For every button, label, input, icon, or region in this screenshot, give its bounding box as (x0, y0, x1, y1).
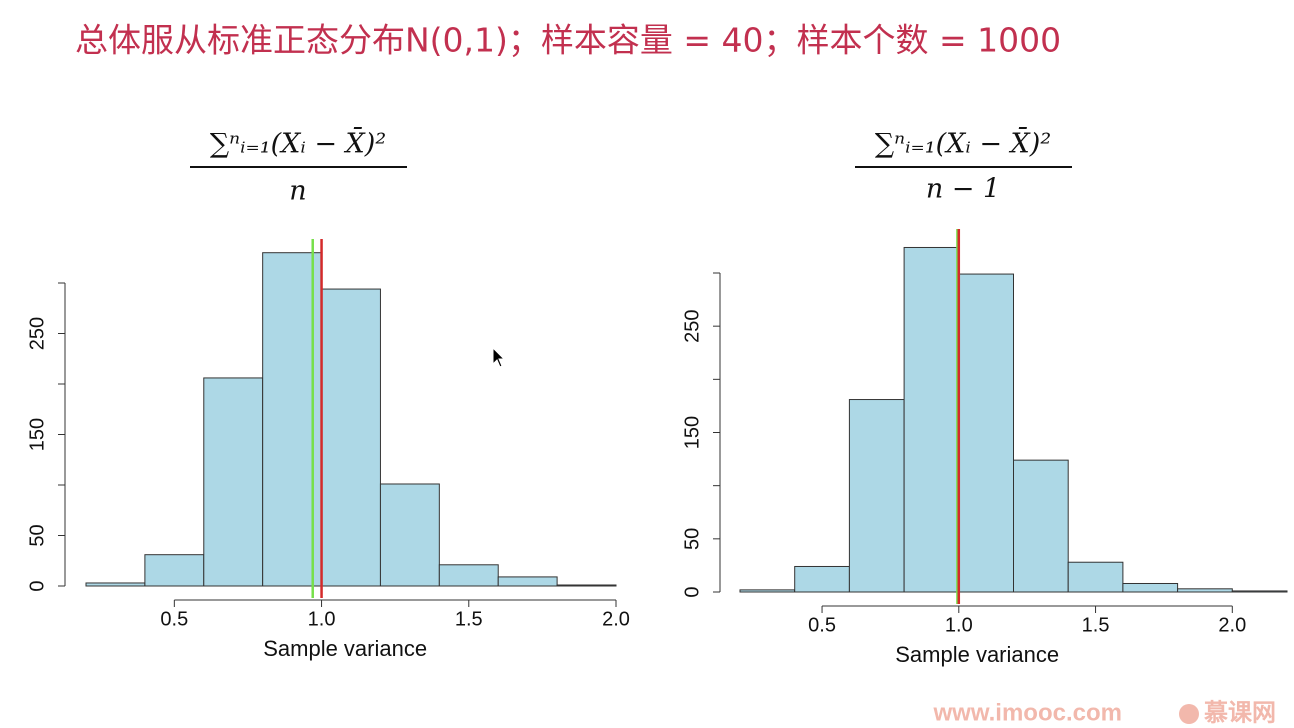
x-axis-label: Sample variance (895, 642, 1059, 667)
y-tick-label: 50 (681, 528, 703, 550)
y-tick-label: 250 (681, 309, 703, 342)
bar (739, 589, 796, 593)
x-tick-label: 1.5 (1082, 614, 1110, 636)
formula-numerator: ∑ⁿᵢ₌₁(Xᵢ − X̄)² (210, 126, 386, 160)
bar (321, 288, 381, 587)
bar (1122, 582, 1179, 593)
bar (794, 565, 850, 593)
bar (556, 584, 617, 587)
bar (203, 377, 264, 587)
formula-denominator: n (289, 176, 306, 207)
formula-denominator: n − 1 (926, 174, 1000, 205)
x-tick-label: 2.0 (1218, 614, 1246, 636)
slide-title: 总体服从标准正态分布N(0,1)；样本容量 = 40；样本个数 = 1000 (75, 21, 1061, 60)
x-tick-label: 1.5 (455, 608, 483, 630)
y-tick-label: 150 (26, 418, 48, 451)
bar (497, 576, 558, 587)
y-tick-label: 150 (681, 416, 703, 449)
watermark-logo (1179, 704, 1199, 724)
bar (903, 246, 960, 593)
formula-numerator: ∑ⁿᵢ₌₁(Xᵢ − X̄)² (875, 126, 1051, 160)
x-tick-label: 1.0 (945, 614, 973, 636)
bar (1067, 561, 1124, 593)
bar (85, 582, 146, 587)
x-tick-label: 1.0 (308, 608, 336, 630)
x-tick-label: 0.5 (160, 608, 188, 630)
bar (848, 399, 905, 593)
x-tick-label: 0.5 (808, 614, 836, 636)
bar (438, 564, 499, 587)
y-tick-label: 50 (26, 524, 48, 546)
mouse-cursor (492, 346, 506, 368)
y-tick-label: 0 (681, 586, 703, 597)
watermark-brand: 慕课网 (1204, 699, 1276, 726)
x-axis-label: Sample variance (263, 636, 427, 661)
watermark-url: www.imooc.com (933, 699, 1122, 726)
y-tick-label: 250 (26, 317, 48, 350)
bar (1231, 590, 1288, 593)
x-tick-label: 2.0 (602, 608, 630, 630)
bar (1013, 459, 1069, 593)
bar (379, 483, 440, 587)
bar (958, 273, 1014, 593)
y-tick-label: 0 (26, 580, 48, 591)
bar (144, 554, 205, 587)
bar (1177, 588, 1233, 593)
